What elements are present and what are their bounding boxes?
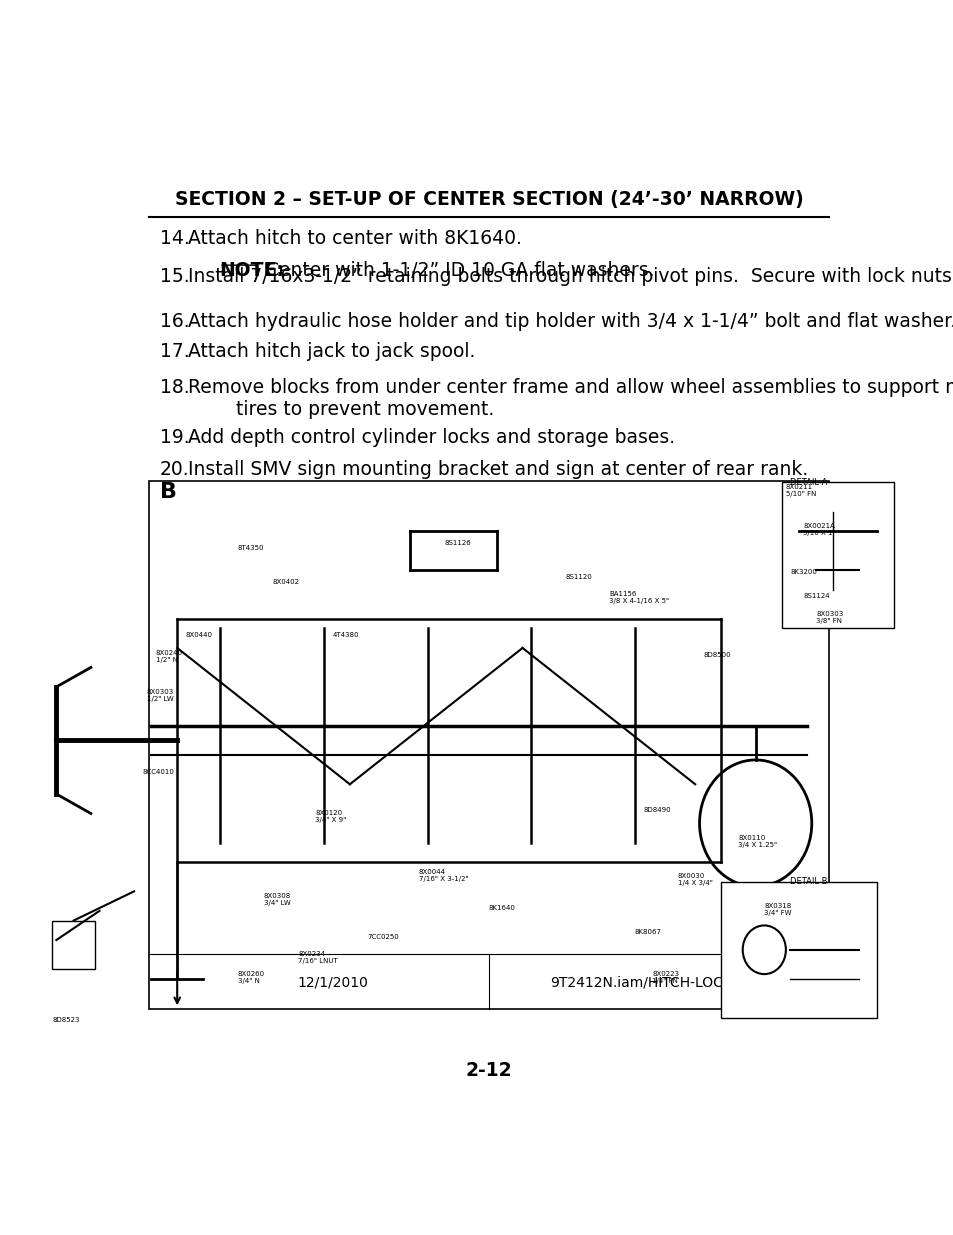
Text: 8D8523: 8D8523 [52, 1016, 79, 1023]
Text: Attach hydraulic hose holder and tip holder with 3/4 x 1-1/4” bolt and flat wash: Attach hydraulic hose holder and tip hol… [188, 311, 953, 331]
Text: Install SMV sign mounting bracket and sign at center of rear rank.: Install SMV sign mounting bracket and si… [188, 461, 807, 479]
Text: 7CC0250: 7CC0250 [367, 934, 398, 940]
Text: 4T4380: 4T4380 [333, 632, 358, 638]
Text: 20.: 20. [160, 461, 190, 479]
Text: Attach hitch jack to jack spool.: Attach hitch jack to jack spool. [188, 342, 475, 361]
Text: 17.: 17. [160, 342, 190, 361]
Text: 8X0223
1/4" FN: 8X0223 1/4" FN [652, 971, 679, 984]
Bar [149, 482, 828, 1009]
Text: Add depth control cylinder locks and storage bases.: Add depth control cylinder locks and sto… [188, 427, 675, 447]
Text: 8X0318
3/4" FW: 8X0318 3/4" FW [763, 903, 791, 915]
Bar [52, 920, 95, 969]
Text: Center with 1-1/2” ID 10 GA flat washers.: Center with 1-1/2” ID 10 GA flat washers… [260, 262, 655, 280]
Text: 8D8500: 8D8500 [703, 652, 731, 658]
Text: 18.: 18. [160, 378, 190, 398]
Text: 19.: 19. [160, 427, 190, 447]
Bar [720, 882, 876, 1018]
Text: 8X0211
5/10" FN: 8X0211 5/10" FN [785, 484, 816, 496]
Text: 8S1124: 8S1124 [802, 593, 829, 599]
Text: 8X0044
7/16" X 3-1/2": 8X0044 7/16" X 3-1/2" [418, 868, 468, 882]
Text: 14.: 14. [160, 228, 190, 248]
Text: 9T2412N.iam/HITCH-LOCKS: 9T2412N.iam/HITCH-LOCKS [550, 976, 740, 989]
Text: B: B [160, 483, 176, 503]
Text: 8X0030
1/4 X 3/4": 8X0030 1/4 X 3/4" [678, 873, 712, 887]
Text: 12/1/2010: 12/1/2010 [296, 976, 368, 989]
Text: Install 7/16x3-1/2” retaining bolts through hitch pivot pins.  Secure with lock : Install 7/16x3-1/2” retaining bolts thro… [188, 267, 953, 287]
Text: 8X0440: 8X0440 [186, 632, 213, 638]
Text: 8X0303
3/8" FN: 8X0303 3/8" FN [815, 610, 842, 624]
Text: SECTION 2 – SET-UP OF CENTER SECTION (24’-30’ NARROW): SECTION 2 – SET-UP OF CENTER SECTION (24… [174, 190, 802, 209]
Text: Attach hitch to center with 8K1640.: Attach hitch to center with 8K1640. [188, 228, 521, 248]
Text: 8X0303
1/2" LW: 8X0303 1/2" LW [147, 688, 174, 701]
Text: 8S1120: 8S1120 [565, 574, 592, 579]
Text: 2-12: 2-12 [465, 1061, 512, 1081]
Text: 8X0110
3/4 X 1.25": 8X0110 3/4 X 1.25" [738, 835, 777, 847]
Text: 8X0120
3/4" X 9": 8X0120 3/4" X 9" [315, 810, 346, 824]
Text: DETAIL B: DETAIL B [789, 877, 827, 885]
Text: Remove blocks from under center frame and allow wheel assemblies to support mach: Remove blocks from under center frame an… [188, 378, 953, 420]
Text: 16.: 16. [160, 311, 190, 331]
Text: 8CC4010: 8CC4010 [143, 768, 174, 774]
Text: 8S1126: 8S1126 [444, 540, 471, 546]
Bar [781, 483, 893, 629]
Text: 15.: 15. [160, 267, 190, 287]
Text: 8K1640: 8K1640 [488, 905, 515, 911]
Text: DETAIL A: DETAIL A [789, 478, 826, 487]
Text: 8X0260
3/4" N: 8X0260 3/4" N [237, 971, 265, 984]
Text: 8X0240
1/2" N: 8X0240 1/2" N [155, 650, 182, 662]
Text: 8K8067: 8K8067 [634, 929, 661, 935]
Text: BA1156
3/8 X 4-1/16 X 5": BA1156 3/8 X 4-1/16 X 5" [608, 592, 668, 604]
Text: 8X0308
3/4" LW: 8X0308 3/4" LW [263, 893, 291, 906]
Text: NOTE:: NOTE: [219, 262, 283, 280]
Text: 8X0021A
5/16 X 1": 8X0021A 5/16 X 1" [802, 522, 835, 536]
Text: 8T4350: 8T4350 [237, 545, 264, 551]
Text: 8D8490: 8D8490 [642, 808, 670, 814]
Text: 8K3200: 8K3200 [789, 569, 816, 576]
Text: 8X0234
7/16" LNUT: 8X0234 7/16" LNUT [297, 951, 337, 965]
Text: 8X0402: 8X0402 [272, 579, 299, 584]
